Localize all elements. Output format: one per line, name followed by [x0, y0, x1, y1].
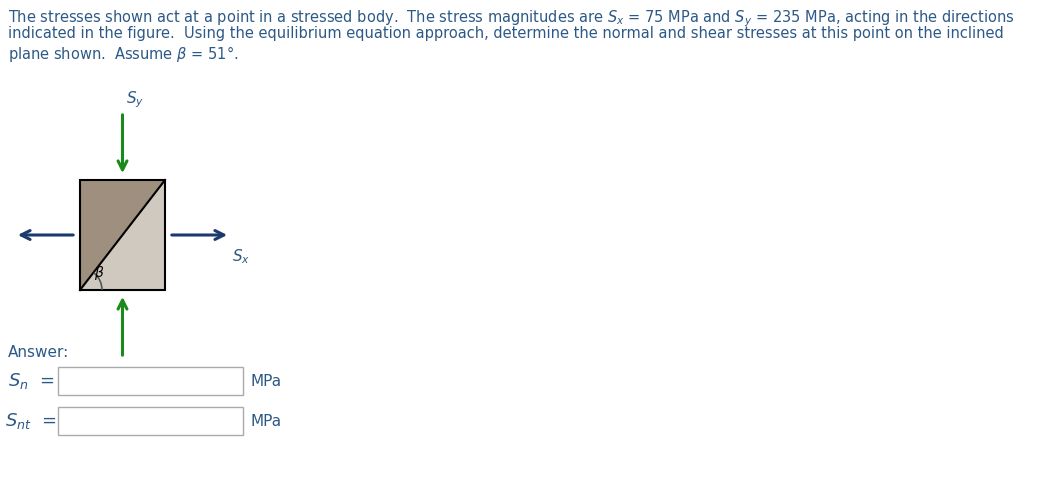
Text: MPa: MPa — [251, 374, 282, 388]
Text: The stresses shown act at a point in a stressed body.  The stress magnitudes are: The stresses shown act at a point in a s… — [8, 8, 1015, 28]
Text: $S_{nt}$  =: $S_{nt}$ = — [5, 411, 56, 431]
Text: $\beta$: $\beta$ — [94, 264, 105, 282]
FancyBboxPatch shape — [58, 407, 243, 435]
Polygon shape — [80, 180, 165, 290]
Text: Answer:: Answer: — [8, 345, 70, 360]
Text: $S_y$: $S_y$ — [127, 89, 145, 110]
Text: plane shown.  Assume $\beta$ = 51°.: plane shown. Assume $\beta$ = 51°. — [8, 44, 239, 64]
Text: MPa: MPa — [251, 413, 282, 429]
Polygon shape — [80, 180, 165, 290]
Text: $S_x$: $S_x$ — [231, 247, 251, 266]
Text: $S_n$  =: $S_n$ = — [8, 371, 55, 391]
FancyBboxPatch shape — [58, 367, 243, 395]
Text: indicated in the figure.  Using the equilibrium equation approach, determine the: indicated in the figure. Using the equil… — [8, 26, 1004, 41]
